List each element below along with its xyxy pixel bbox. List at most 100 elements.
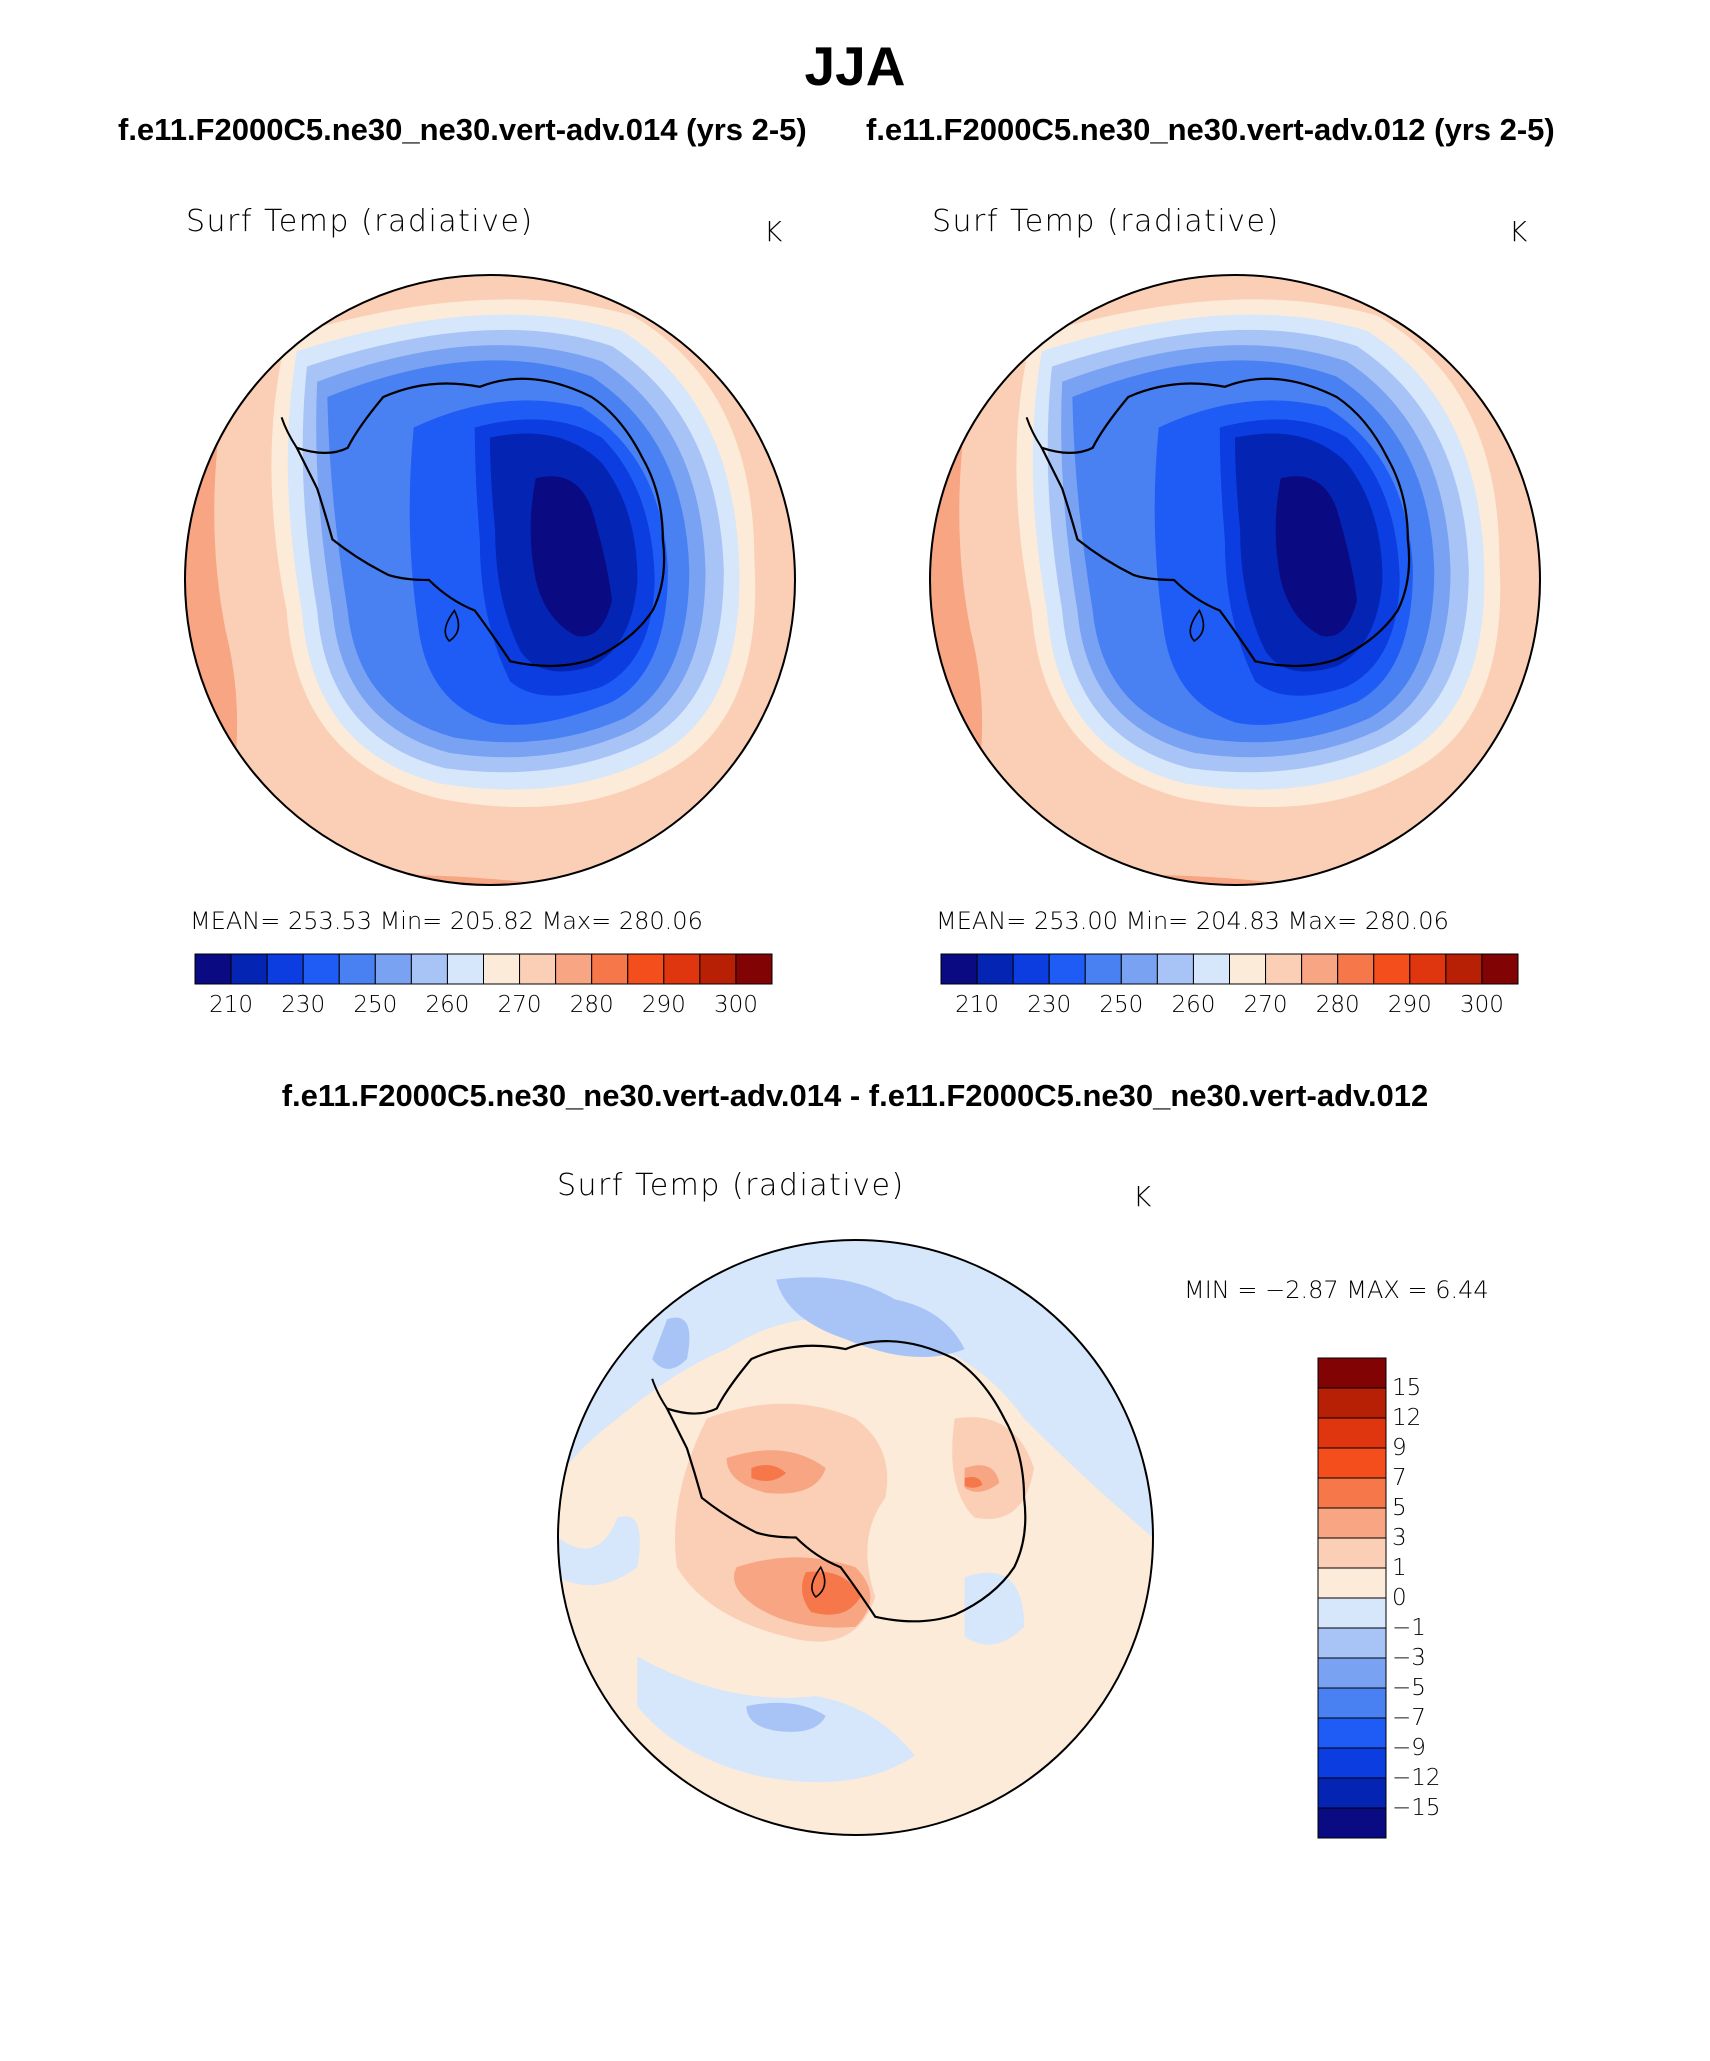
colorbar-swatch bbox=[1317, 1657, 1387, 1689]
colorbar-swatch bbox=[1012, 953, 1050, 985]
colorbar-swatch bbox=[338, 953, 376, 985]
minmax-diff: MIN = −2.87 MAX = 6.44 bbox=[1184, 1276, 1489, 1304]
colorbar-tick-label: 230 bbox=[1027, 992, 1072, 1018]
colorbar-right-labels: 210 230 250 260 270 280 290 300 bbox=[941, 992, 1518, 1024]
colorbar-tick-label: 250 bbox=[1099, 992, 1144, 1018]
colorbar-tick-label: 280 bbox=[569, 992, 614, 1018]
colorbar-tick-label: 270 bbox=[497, 992, 542, 1018]
colorbar-tick-label: 3 bbox=[1392, 1525, 1407, 1551]
colorbar-tick-label: 260 bbox=[1171, 992, 1216, 1018]
colorbar-swatch bbox=[1317, 1507, 1387, 1539]
colorbar-tick-label: 12 bbox=[1392, 1405, 1422, 1431]
colorbar-swatch bbox=[1317, 1717, 1387, 1749]
colorbar-swatch bbox=[1317, 1567, 1387, 1599]
colorbar-tick-label: 210 bbox=[955, 992, 1000, 1018]
colorbar-swatch bbox=[230, 953, 268, 985]
colorbar-swatch bbox=[1265, 953, 1303, 985]
variable-label-right: Surf Temp (radiative) bbox=[932, 204, 1280, 239]
colorbar-swatch bbox=[1192, 953, 1230, 985]
colorbar-swatch bbox=[1048, 953, 1086, 985]
colorbar-swatch bbox=[555, 953, 593, 985]
colorbar-swatch bbox=[1120, 953, 1158, 985]
colorbar-tick-label: −9 bbox=[1392, 1735, 1426, 1761]
colorbar-right bbox=[940, 953, 1519, 985]
colorbar-diff-labels: 15 12 9 7 5 3 1 0 −1 −3 −5 −7 −9 −12 −15 bbox=[1392, 1358, 1532, 1838]
colorbar-swatch bbox=[591, 953, 629, 985]
colorbar-swatch bbox=[1373, 953, 1411, 985]
colorbar-tick-label: 270 bbox=[1243, 992, 1288, 1018]
colorbar-swatch bbox=[483, 953, 521, 985]
colorbar-swatch bbox=[1156, 953, 1194, 985]
colorbar-swatch bbox=[1317, 1687, 1387, 1719]
colorbar-swatch bbox=[1337, 953, 1375, 985]
colorbar-swatch bbox=[1084, 953, 1122, 985]
stats-left: MEAN= 253.53 Min= 205.82 Max= 280.06 bbox=[190, 907, 703, 935]
units-label-right: K bbox=[1509, 215, 1528, 248]
colorbar-swatch bbox=[1317, 1477, 1387, 1509]
colorbar-swatch bbox=[519, 953, 557, 985]
colorbar-swatch bbox=[663, 953, 701, 985]
polar-map-left bbox=[183, 273, 797, 887]
colorbar-left bbox=[194, 953, 773, 985]
colorbar-tick-label: 250 bbox=[353, 992, 398, 1018]
colorbar-tick-label: −5 bbox=[1392, 1675, 1426, 1701]
case-title-left: f.e11.F2000C5.ne30_ne30.vert-adv.014 (yr… bbox=[118, 112, 807, 147]
colorbar-tick-label: 7 bbox=[1392, 1465, 1407, 1491]
colorbar-tick-label: 0 bbox=[1392, 1585, 1407, 1611]
colorbar-swatch bbox=[266, 953, 304, 985]
units-label-diff: K bbox=[1133, 1180, 1152, 1213]
variable-label-left: Surf Temp (radiative) bbox=[186, 204, 534, 239]
colorbar-tick-label: −15 bbox=[1392, 1795, 1441, 1821]
variable-label-diff: Surf Temp (radiative) bbox=[557, 1168, 905, 1203]
case-title-right: f.e11.F2000C5.ne30_ne30.vert-adv.012 (yr… bbox=[866, 112, 1555, 147]
colorbar-tick-label: 300 bbox=[713, 992, 758, 1018]
colorbar-swatch bbox=[446, 953, 484, 985]
colorbar-tick-label: −7 bbox=[1392, 1705, 1426, 1731]
figure-title: JJA bbox=[804, 35, 906, 97]
colorbar-tick-label: 260 bbox=[425, 992, 470, 1018]
colorbar-tick-label: −1 bbox=[1392, 1615, 1426, 1641]
colorbar-swatch bbox=[735, 953, 773, 985]
colorbar-diff bbox=[1317, 1357, 1387, 1839]
colorbar-tick-label: 210 bbox=[209, 992, 254, 1018]
colorbar-swatch bbox=[1317, 1357, 1387, 1389]
colorbar-swatch bbox=[976, 953, 1014, 985]
colorbar-tick-label: 290 bbox=[1387, 992, 1432, 1018]
colorbar-swatch bbox=[1317, 1747, 1387, 1779]
colorbar-tick-label: 1 bbox=[1392, 1555, 1407, 1581]
colorbar-tick-label: 5 bbox=[1392, 1495, 1407, 1521]
colorbar-swatch bbox=[1317, 1597, 1387, 1629]
colorbar-swatch bbox=[1229, 953, 1267, 985]
colorbar-swatch bbox=[1301, 953, 1339, 985]
colorbar-tick-label: 280 bbox=[1315, 992, 1360, 1018]
colorbar-swatch bbox=[1317, 1537, 1387, 1569]
colorbar-swatch bbox=[1445, 953, 1483, 985]
colorbar-swatch bbox=[1317, 1387, 1387, 1419]
units-label-left: K bbox=[764, 215, 783, 248]
colorbar-tick-label: −3 bbox=[1392, 1645, 1426, 1671]
colorbar-swatch bbox=[1317, 1417, 1387, 1449]
colorbar-swatch bbox=[940, 953, 978, 985]
colorbar-swatch bbox=[194, 953, 232, 985]
colorbar-swatch bbox=[1317, 1447, 1387, 1479]
stats-right: MEAN= 253.00 Min= 204.83 Max= 280.06 bbox=[936, 907, 1449, 935]
colorbar-tick-label: 300 bbox=[1459, 992, 1504, 1018]
colorbar-swatch bbox=[410, 953, 448, 985]
colorbar-tick-label: −12 bbox=[1392, 1765, 1441, 1791]
difference-title: f.e11.F2000C5.ne30_ne30.vert-adv.014 - f… bbox=[281, 1078, 1429, 1113]
colorbar-swatch bbox=[627, 953, 665, 985]
colorbar-left-labels: 210 230 250 260 270 280 290 300 bbox=[195, 992, 772, 1024]
colorbar-tick-label: 290 bbox=[641, 992, 686, 1018]
polar-map-diff bbox=[557, 1239, 1154, 1836]
colorbar-tick-label: 15 bbox=[1392, 1375, 1422, 1401]
colorbar-swatch bbox=[1317, 1627, 1387, 1659]
colorbar-tick-label: 230 bbox=[281, 992, 326, 1018]
colorbar-swatch bbox=[1409, 953, 1447, 985]
polar-map-right bbox=[928, 273, 1542, 887]
colorbar-swatch bbox=[1481, 953, 1519, 985]
colorbar-swatch bbox=[699, 953, 737, 985]
colorbar-swatch bbox=[1317, 1807, 1387, 1839]
colorbar-swatch bbox=[1317, 1777, 1387, 1809]
colorbar-swatch bbox=[302, 953, 340, 985]
colorbar-swatch bbox=[374, 953, 412, 985]
